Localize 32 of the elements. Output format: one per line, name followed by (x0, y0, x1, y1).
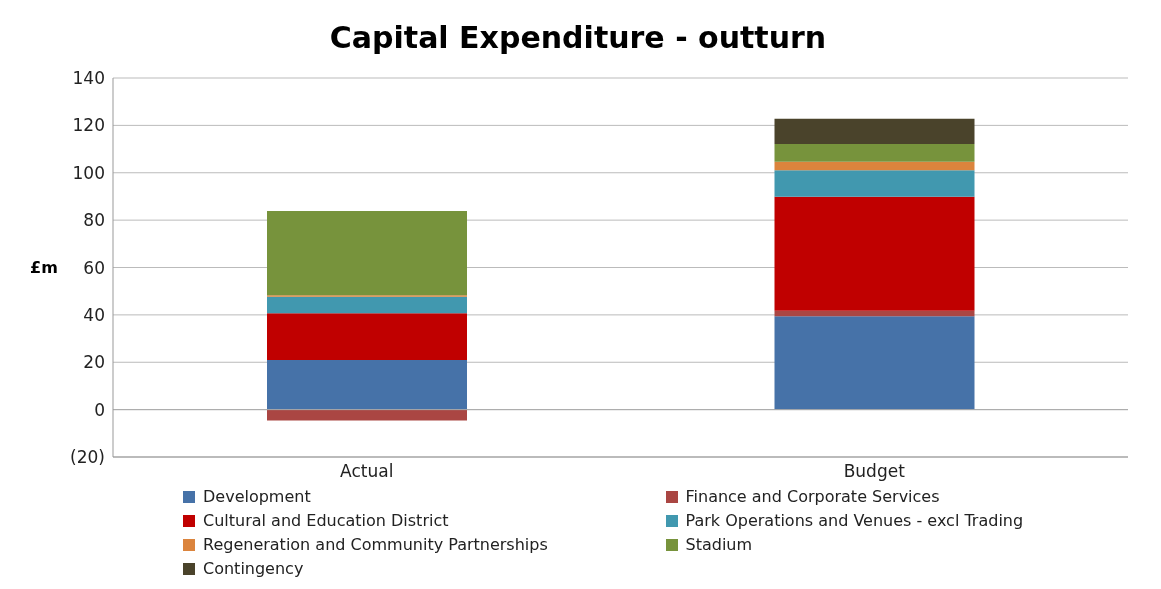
bar (774, 144, 975, 162)
legend-label: Development (203, 487, 311, 506)
legend-label: Finance and Corporate Services (685, 487, 940, 506)
bar (774, 161, 975, 171)
x-tick-label: Budget (843, 461, 906, 482)
y-tick-label: 120 (72, 115, 105, 136)
bar (267, 360, 467, 410)
legend-label: Park Operations and Venues - excl Trading (685, 511, 1024, 530)
y-tick-label: 0 (94, 399, 105, 420)
bar (267, 409, 467, 421)
bar (774, 316, 975, 410)
y-tick-label: (20) (70, 447, 105, 468)
legend-label: Contingency (203, 559, 304, 578)
bar (774, 196, 975, 311)
legend-label: Cultural and Education District (203, 511, 449, 530)
bar (774, 310, 975, 317)
bar (774, 118, 975, 145)
y-tick-label: 20 (83, 352, 105, 373)
y-tick-label: 60 (83, 257, 105, 278)
y-tick-label: 140 (72, 68, 105, 89)
x-tick-label: Actual (340, 461, 394, 482)
bar (267, 211, 467, 296)
legend-label: Regeneration and Community Partnerships (203, 535, 548, 554)
bar (267, 296, 467, 314)
y-tick-label: 100 (72, 162, 105, 183)
bar (774, 170, 975, 197)
y-tick-label: 80 (83, 210, 105, 231)
bar (267, 313, 467, 361)
legend-label: Stadium (685, 535, 753, 554)
y-tick-label: 40 (83, 304, 105, 325)
chart-title: Capital Expenditure - outturn (328, 19, 828, 57)
y-axis-title: £m (30, 258, 58, 277)
